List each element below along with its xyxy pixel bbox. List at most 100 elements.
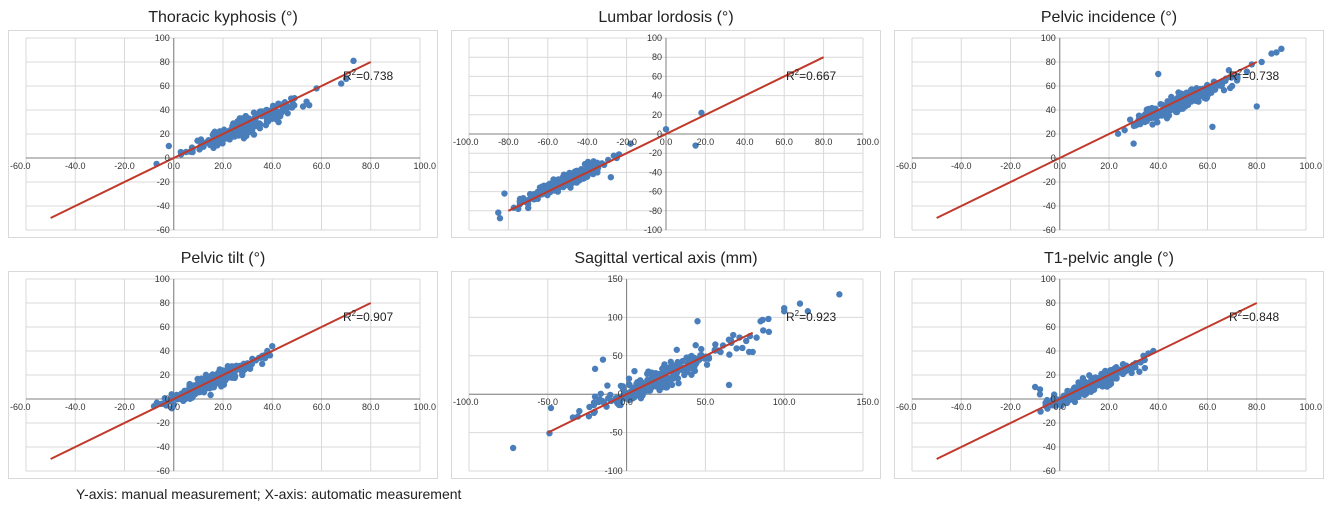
data-point <box>1075 379 1082 386</box>
data-point <box>596 396 603 403</box>
data-point <box>628 394 636 401</box>
x-tick-label: -60.0 <box>896 161 917 171</box>
x-tick-label: -50.0 <box>538 397 559 407</box>
x-tick-label: -20.0 <box>1000 161 1021 171</box>
plot-frame <box>451 271 881 479</box>
x-tick-label: 60.0 <box>313 402 331 412</box>
data-point <box>836 291 843 298</box>
data-point <box>226 131 234 139</box>
data-point <box>213 138 221 145</box>
r-squared-label: R2=0.738 <box>1229 68 1279 83</box>
data-point <box>543 185 550 192</box>
x-tick-label: 60.0 <box>313 161 331 171</box>
data-point <box>509 444 517 452</box>
chart-title: Lumbar lordosis (°) <box>598 9 734 26</box>
x-tick-label: 80.0 <box>1248 161 1266 171</box>
regression-line <box>547 331 754 434</box>
data-point <box>1243 68 1251 75</box>
data-point <box>520 194 527 202</box>
y-tick-label: 40 <box>160 346 170 356</box>
y-tick-label: 20 <box>1046 370 1056 380</box>
data-point <box>235 128 242 135</box>
data-point <box>683 354 690 361</box>
x-tick-label: 20.0 <box>697 137 715 147</box>
data-point <box>1166 106 1173 114</box>
x-tick-label: 0.0 <box>1053 161 1066 171</box>
r-squared-label: R2=0.738 <box>343 68 393 83</box>
x-tick-label: 20.0 <box>214 402 232 412</box>
y-tick-label: 20 <box>652 110 662 120</box>
data-point <box>342 75 350 82</box>
chart-title: Thoracic kyphosis (°) <box>148 9 298 26</box>
data-point <box>550 176 557 183</box>
x-tick-label: 20.0 <box>1100 402 1118 412</box>
data-point <box>726 351 733 358</box>
data-point <box>1099 370 1106 378</box>
data-point <box>1278 45 1285 52</box>
y-tick-label: 20 <box>1046 129 1056 139</box>
y-tick-label: 100 <box>155 274 170 284</box>
data-point <box>675 380 682 387</box>
data-point <box>1220 87 1228 94</box>
r-squared-superscript: 2 <box>352 68 357 77</box>
data-point <box>1163 115 1171 122</box>
x-tick-label: 20.0 <box>214 161 232 171</box>
data-point <box>496 215 504 222</box>
x-tick-label: 100.0 <box>413 402 436 412</box>
x-tick-label: 60.0 <box>1199 161 1217 171</box>
y-tick-label: -20 <box>157 418 170 428</box>
x-tick-label: -40.0 <box>577 137 598 147</box>
data-point <box>743 337 750 345</box>
data-point <box>661 361 668 368</box>
data-point <box>1253 103 1260 110</box>
data-point <box>1268 50 1275 57</box>
data-point <box>757 318 764 325</box>
data-point <box>657 380 664 387</box>
y-tick-label: -60 <box>1043 466 1056 476</box>
data-point <box>258 360 266 368</box>
data-point <box>1050 391 1058 398</box>
data-point <box>591 365 599 373</box>
data-point <box>268 115 275 122</box>
y-tick-label: -20 <box>1043 177 1056 187</box>
x-tick-label: 100.0 <box>1299 161 1322 171</box>
scatter-plot: -60.0 -40.0 -20.0 0.0 20.0 40.0 60.0 80.0 100.0 1… <box>10 274 436 476</box>
r-squared-superscript: 2 <box>795 68 800 77</box>
r-squared-value: =0.923 <box>799 310 836 324</box>
data-point <box>666 379 674 386</box>
data-point <box>1036 386 1044 393</box>
x-tick-label: 60.0 <box>1199 402 1217 412</box>
y-tick-label: 60 <box>160 322 170 332</box>
data-point <box>547 404 555 412</box>
data-point <box>698 109 705 117</box>
data-point <box>1086 372 1093 379</box>
y-tick-label: 0 <box>165 394 170 404</box>
y-tick-label: -100 <box>644 225 662 235</box>
data-point <box>1176 102 1184 110</box>
plot-frame <box>451 30 881 238</box>
data-point <box>299 103 307 110</box>
y-tick-label: -60 <box>649 187 662 197</box>
x-tick-label: 100.0 <box>1299 402 1322 412</box>
data-point <box>584 158 592 166</box>
x-tick-label: 40.0 <box>1149 161 1167 171</box>
chart-title: Pelvic tilt (°) <box>180 250 266 267</box>
data-point <box>712 341 719 348</box>
data-point <box>1126 116 1134 123</box>
y-tick-label: 80 <box>1046 298 1056 308</box>
y-tick-label: 40 <box>1046 105 1056 115</box>
data-point <box>1228 82 1236 90</box>
data-point <box>1258 58 1265 66</box>
data-point <box>765 315 772 323</box>
x-tick-label: -20.0 <box>114 161 135 171</box>
data-point <box>759 327 767 334</box>
scatter-plot: -60.0 -40.0 -20.0 0.0 20.0 40.0 60.0 80.0 100.0 1… <box>896 33 1322 235</box>
r-squared-superscript: 2 <box>795 309 800 318</box>
r-squared-value: =0.667 <box>799 69 836 83</box>
x-tick-label: -40.0 <box>65 161 86 171</box>
y-tick-label: 0 <box>657 129 662 139</box>
y-tick-label: 60 <box>160 81 170 91</box>
data-point <box>599 356 607 363</box>
data-point <box>350 57 357 64</box>
r-squared-value: =0.848 <box>1242 310 1279 324</box>
